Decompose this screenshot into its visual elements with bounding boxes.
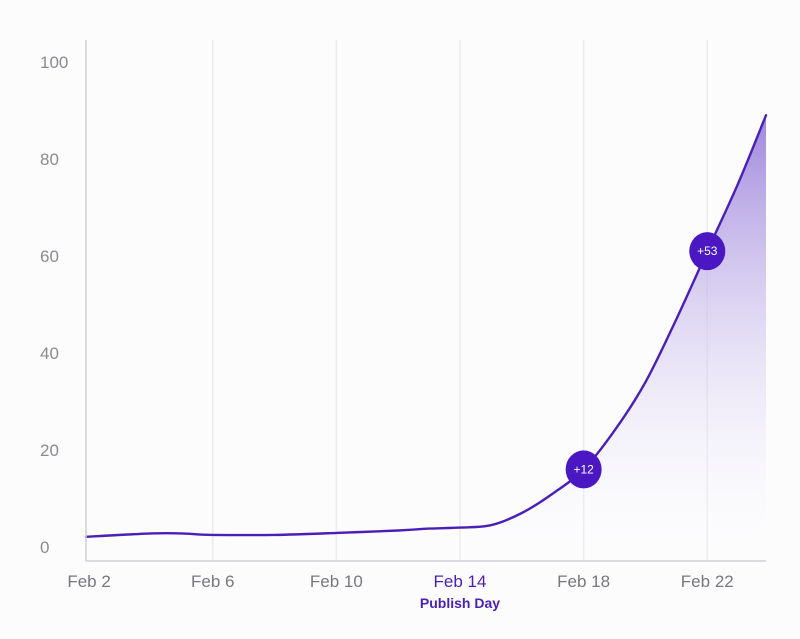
y-tick-label: 20 — [40, 441, 59, 460]
area-fill — [86, 115, 766, 562]
annotations: +12 +53 — [565, 232, 726, 489]
x-tick-label: Feb 2 — [67, 572, 110, 591]
annotation-marker: +12 — [565, 450, 602, 489]
y-tick-label: 0 — [40, 538, 49, 557]
x-axis-label: Publish Day — [420, 595, 500, 611]
annotation-bubble — [689, 232, 726, 271]
x-tick-label: Feb 14 — [434, 572, 487, 591]
y-tick-label: 60 — [40, 247, 59, 266]
x-ticks: Feb 2 Feb 6 Feb 10 Feb 14 Feb 18 Feb 22 — [67, 572, 733, 591]
annotation-label: +53 — [697, 244, 718, 258]
annotation-label: +12 — [573, 462, 594, 476]
y-tick-label: 40 — [40, 344, 59, 363]
x-tick-label: Feb 10 — [310, 572, 363, 591]
x-tick-label: Feb 18 — [557, 572, 610, 591]
x-tick-label: Feb 6 — [191, 572, 234, 591]
y-tick-label: 80 — [40, 150, 59, 169]
axes — [85, 40, 766, 562]
y-ticks: 0 20 40 60 80 100 — [40, 53, 68, 557]
x-tick-label: Feb 22 — [681, 572, 734, 591]
annotation-marker: +53 — [689, 232, 726, 271]
annotation-bubble — [565, 450, 602, 489]
area-layer — [84, 114, 768, 562]
series-line — [84, 114, 768, 538]
y-tick-label: 100 — [40, 53, 68, 72]
